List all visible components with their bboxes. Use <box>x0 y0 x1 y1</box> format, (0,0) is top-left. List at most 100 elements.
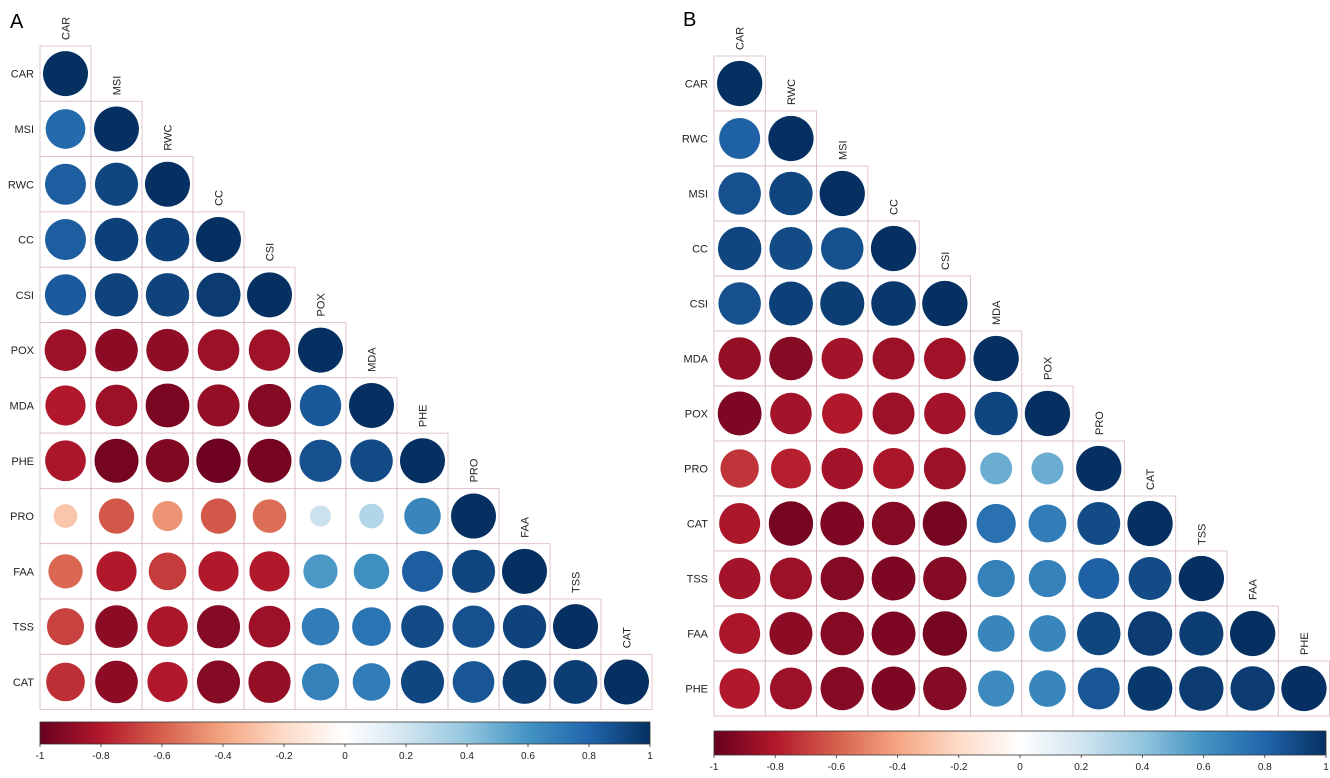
colorbar-tick-label: -1 <box>710 762 719 773</box>
corr-circle-pro-mda <box>359 503 384 529</box>
corr-circle-cat-csi <box>248 660 291 704</box>
corr-circle-pox-pox <box>298 327 343 373</box>
column-label: FAA <box>1248 579 1260 600</box>
corr-circle-pox-mda <box>974 391 1018 436</box>
corr-circle-tss-car <box>718 557 761 600</box>
corr-circle-faa-pox <box>303 554 338 589</box>
corr-circle-faa-mda <box>353 553 390 590</box>
corr-circle-msi-car <box>718 172 761 215</box>
corr-circle-rwc-car <box>45 163 86 205</box>
colorbar-tick-label: 0.4 <box>1135 762 1149 773</box>
colorbar-tick-label: -1 <box>36 751 45 762</box>
corr-circle-tss-msi <box>820 556 864 601</box>
corr-circle-cat-car <box>46 662 85 702</box>
corr-circle-tss-rwc <box>147 606 188 648</box>
colorbar-tick-label: 0 <box>1017 762 1023 773</box>
corr-circle-faa-car <box>719 612 761 655</box>
panel-b-corrplot: CAR RWC MSI CC CSI MDA POX PRO CAT TSS FAA PHE CAR RW… <box>682 27 1330 773</box>
corr-circle-rwc-car <box>719 117 761 160</box>
corr-circle-pro-msi <box>98 498 135 534</box>
corr-circle-cat-mda <box>352 663 391 701</box>
corr-circle-phe-cat <box>1127 666 1173 711</box>
column-label: POX <box>1042 356 1054 380</box>
corr-circle-faa-mda <box>977 615 1015 652</box>
corr-circle-tss-cat <box>1128 557 1172 600</box>
corr-circle-phe-msi <box>820 666 864 711</box>
corr-circle-faa-msi <box>820 611 864 656</box>
corr-circle-pro-csi <box>252 499 287 533</box>
colorbar-tick-label: 0.4 <box>460 751 474 762</box>
corr-circle-pox-rwc <box>770 392 812 435</box>
corr-circle-tss-tss <box>553 604 598 650</box>
corr-circle-mda-csi <box>247 383 292 428</box>
column-label: MDA <box>367 347 379 372</box>
corr-circle-faa-pox <box>1029 615 1066 652</box>
row-label: CSI <box>690 299 708 311</box>
corr-circle-phe-faa <box>1230 666 1275 711</box>
corr-circle-phe-csi <box>923 666 967 711</box>
corr-circle-tss-mda <box>977 559 1015 598</box>
row-label: MSI <box>688 189 708 201</box>
corr-circle-mda-mda <box>973 335 1019 382</box>
corr-circle-mda-cc <box>872 337 915 380</box>
corr-circle-cc-cc <box>870 225 917 272</box>
corr-circle-cc-car <box>717 226 762 271</box>
corr-circle-mda-mda <box>349 382 394 428</box>
corr-circle-tss-csi <box>248 605 291 648</box>
colorbar-tick-label: -0.2 <box>950 762 968 773</box>
panel-label-a: A <box>10 11 24 33</box>
corr-circle-tss-tss <box>1178 555 1224 602</box>
corr-circle-cat-rwc <box>768 501 814 546</box>
corr-circle-tss-pro <box>452 605 495 648</box>
row-label: MSI <box>14 124 34 136</box>
row-label: POX <box>685 409 709 421</box>
colorbar-tick-label: 0.8 <box>582 751 596 762</box>
colorbar-tick-label: -0.4 <box>214 751 232 762</box>
column-label: PRO <box>469 458 481 482</box>
corr-circle-csi-cc <box>196 272 241 317</box>
corr-circle-faa-cc <box>871 611 916 656</box>
corr-circle-mda-csi <box>923 337 966 380</box>
column-label: CAR <box>735 27 747 50</box>
corr-circle-pox-pox <box>1024 390 1071 437</box>
corr-circle-tss-msi <box>95 605 138 649</box>
corr-circle-faa-faa <box>1230 610 1276 657</box>
corr-circle-phe-csi <box>247 438 292 483</box>
corr-circle-cat-pro <box>1077 502 1121 545</box>
corr-circle-mda-rwc <box>145 383 190 428</box>
column-label: CSI <box>940 252 952 270</box>
colorbar-tick-label: -0.6 <box>153 751 171 762</box>
corr-circle-tss-pro <box>1078 557 1120 600</box>
corr-circle-cat-csi <box>922 501 968 546</box>
corr-circle-csi-cc <box>871 281 916 326</box>
column-label: PHE <box>1299 632 1311 655</box>
corr-circle-cat-phe <box>400 660 445 704</box>
corr-circle-pro-csi <box>923 447 966 490</box>
corr-circle-pro-rwc <box>152 500 183 532</box>
corr-circle-cc-msi <box>821 227 864 270</box>
corr-circle-pro-car <box>720 449 759 488</box>
corr-circle-pox-rwc <box>146 328 189 372</box>
corr-circle-faa-csi <box>922 611 968 656</box>
colorbar-tick-label: -0.2 <box>275 751 293 762</box>
corr-circle-cat-pro <box>452 661 495 703</box>
corr-circle-pro-pro <box>451 493 496 539</box>
corr-circle-pro-car <box>53 504 78 528</box>
corr-circle-csi-rwc <box>145 273 190 317</box>
corr-circle-phe-cc <box>871 666 916 711</box>
corr-circle-tss-phe <box>401 605 444 649</box>
corr-circle-cc-rwc <box>145 217 190 262</box>
column-label: TSS <box>1196 524 1208 545</box>
column-label: CC <box>214 190 226 206</box>
row-label: PRO <box>10 511 34 523</box>
corr-circle-mda-msi <box>821 337 864 380</box>
corr-circle-tss-car <box>46 608 85 646</box>
colorbar-tick-label: 1 <box>1323 762 1329 773</box>
corr-circle-faa-rwc <box>769 612 813 655</box>
corr-circle-phe-msi <box>94 438 139 483</box>
row-label: RWC <box>8 179 34 191</box>
colorbar-tick-label: 0 <box>342 751 348 762</box>
corr-circle-tss-cc <box>871 556 916 601</box>
column-label: RWC <box>786 79 798 105</box>
corr-circle-cat-pox <box>301 663 340 701</box>
